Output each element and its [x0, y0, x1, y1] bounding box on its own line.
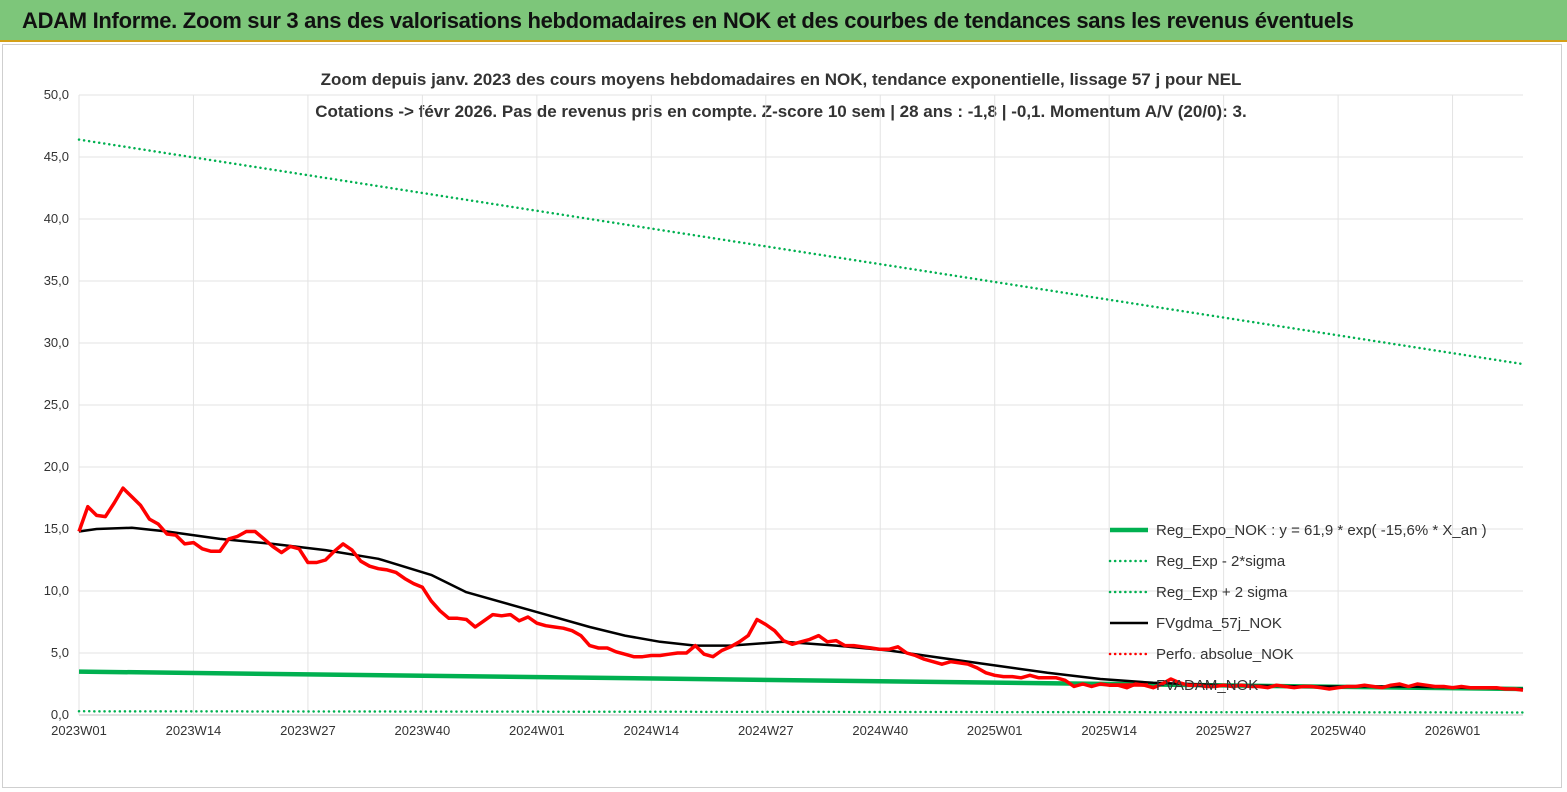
series-line-5: [77, 486, 1524, 692]
y-tick-label: 30,0: [44, 335, 69, 350]
x-tick-label: 2026W01: [1425, 723, 1481, 738]
series-line-2: [77, 138, 1525, 366]
legend-entry: Reg_Exp + 2 sigma: [1156, 584, 1288, 601]
y-tick-label: 25,0: [44, 397, 69, 412]
x-tick-label: 2024W40: [852, 723, 908, 738]
y-tick-label: 45,0: [44, 149, 69, 164]
x-tick-label: 2025W01: [967, 723, 1023, 738]
chart-title-line1: Zoom depuis janv. 2023 des cours moyens …: [321, 70, 1242, 89]
x-tick-label: 2024W01: [509, 723, 565, 738]
series-line-3: [78, 526, 1524, 691]
x-tick-label: 2023W01: [51, 723, 107, 738]
y-tick-label: 10,0: [44, 583, 69, 598]
x-tick-label: 2025W27: [1196, 723, 1252, 738]
y-tick-label: 50,0: [44, 87, 69, 102]
chart-area: Zoom depuis janv. 2023 des cours moyens …: [44, 70, 1525, 738]
chart-frame: Zoom depuis janv. 2023 des cours moyens …: [2, 44, 1562, 788]
legend-entry: Reg_Exp - 2*sigma: [1156, 553, 1286, 570]
x-tick-label: 2023W14: [166, 723, 222, 738]
x-tick-label: 2023W27: [280, 723, 336, 738]
legend: Reg_Expo_NOK : y = 61,9 * exp( -15,6% * …: [1108, 522, 1487, 694]
y-tick-label: 40,0: [44, 211, 69, 226]
chart-title-line2: Cotations -> févr 2026. Pas de revenus p…: [315, 102, 1246, 121]
x-tick-label: 2023W40: [395, 723, 451, 738]
x-tick-label: 2024W14: [623, 723, 679, 738]
y-tick-label: 5,0: [51, 645, 69, 660]
legend-entry: Reg_Expo_NOK : y = 61,9 * exp( -15,6% * …: [1156, 522, 1487, 539]
y-tick-label: 15,0: [44, 521, 69, 536]
report-title: ADAM Informe. Zoom sur 3 ans des valoris…: [22, 8, 1354, 33]
y-tick-label: 0,0: [51, 707, 69, 722]
legend-entry: Perfo. absolue_NOK: [1156, 646, 1294, 663]
report-banner: ADAM Informe. Zoom sur 3 ans des valoris…: [0, 0, 1567, 42]
x-tick-label: 2024W27: [738, 723, 794, 738]
x-axis-labels: 2023W01 2023W14 2023W27 2023W40 2024W01 2024W…: [51, 723, 1480, 738]
series-lines: [77, 138, 1525, 714]
y-axis-labels: 0,0 5,0 10,0 15,0 20,0 25,0 30,0 35,0 40,0 45,0 50…: [44, 87, 69, 722]
legend-entry: FVgdma_57j_NOK: [1156, 615, 1282, 632]
legend-entry: FVADAM_NOK: [1156, 677, 1258, 694]
series-line-1: [77, 710, 1525, 714]
gridlines: [78, 94, 1523, 716]
y-tick-label: 20,0: [44, 459, 69, 474]
x-tick-label: 2025W40: [1310, 723, 1366, 738]
x-tick-label: 2025W14: [1081, 723, 1137, 738]
y-tick-label: 35,0: [44, 273, 69, 288]
